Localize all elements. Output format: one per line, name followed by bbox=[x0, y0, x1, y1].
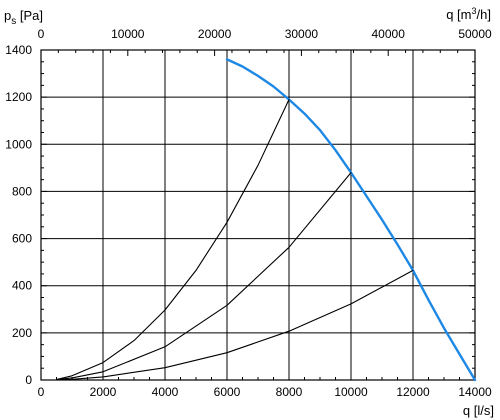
x-axis-label: q [l/s] bbox=[463, 403, 494, 418]
x-tick-label: 2000 bbox=[90, 385, 117, 399]
y-tick-label: 1200 bbox=[5, 90, 32, 104]
x2-tick-label: 10000 bbox=[111, 27, 145, 41]
y-tick-labels: 0 200 400 600 800 1000 1200 1400 bbox=[5, 43, 32, 387]
x2-tick-label: 30000 bbox=[285, 27, 319, 41]
x-tick-label: 6000 bbox=[214, 385, 241, 399]
minor-ticks-layer bbox=[40, 49, 476, 381]
plot-frame bbox=[40, 49, 476, 381]
x-tick-label: 4000 bbox=[152, 385, 179, 399]
x2-tick-labels: 0 10000 20000 30000 40000 50000 bbox=[38, 27, 492, 41]
x2-tick-label: 0 bbox=[38, 27, 45, 41]
grid-layer bbox=[41, 50, 475, 380]
x-tick-label: 12000 bbox=[396, 385, 430, 399]
system-curve-line bbox=[55, 98, 290, 381]
y-tick-label: 1000 bbox=[5, 137, 32, 151]
x-tick-label: 10000 bbox=[334, 385, 368, 399]
x2-axis-label: q [m3/h] bbox=[446, 6, 491, 22]
y-tick-label: 1400 bbox=[5, 43, 32, 57]
y-tick-label: 400 bbox=[12, 279, 32, 293]
x-tick-label: 14000 bbox=[458, 385, 492, 399]
y-tick-label: 200 bbox=[12, 326, 32, 340]
y-axis-label: ps [Pa] bbox=[4, 8, 43, 27]
system-curve-line bbox=[55, 269, 414, 381]
x2-tick-label: 20000 bbox=[198, 27, 232, 41]
x-tick-labels: 0 2000 4000 6000 8000 10000 12000 14000 bbox=[38, 385, 492, 399]
y-tick-label: 600 bbox=[12, 232, 32, 246]
y-tick-label: 800 bbox=[12, 184, 32, 198]
y-tick-label: 0 bbox=[25, 373, 32, 387]
x2-tick-label: 40000 bbox=[372, 27, 406, 41]
x2-tick-label: 50000 bbox=[458, 27, 492, 41]
x-tick-label: 0 bbox=[38, 385, 45, 399]
system-curve-line bbox=[55, 172, 352, 381]
series-layer bbox=[55, 58, 477, 382]
x-tick-label: 8000 bbox=[276, 385, 303, 399]
